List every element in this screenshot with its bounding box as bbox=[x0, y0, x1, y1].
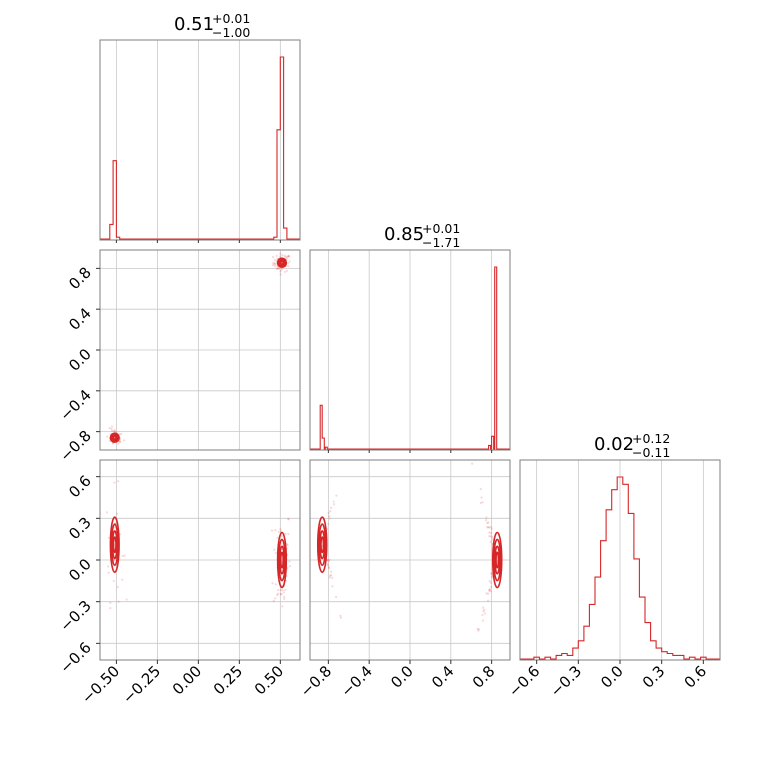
xtick-label-2-1: −0.8 bbox=[297, 662, 335, 700]
contour-mode2-level1 bbox=[109, 516, 120, 574]
param-2-title: 0.85 bbox=[384, 224, 424, 245]
ytick-label-2-1: −0.8 bbox=[56, 427, 94, 465]
histogram-panel-1 bbox=[99, 39, 301, 241]
xtick-label-1-1: −0.50 bbox=[78, 662, 123, 707]
contour-mode1-level1 bbox=[276, 257, 288, 269]
scatter-panel-p2-p3 bbox=[309, 459, 511, 661]
contour-mode1-level4 bbox=[279, 260, 284, 265]
contour-mode1-level3 bbox=[279, 545, 285, 575]
ytick-label-3-3: 0.0 bbox=[65, 555, 95, 585]
contour-mode1-level4 bbox=[495, 551, 500, 569]
ytick-label-2-2: −0.4 bbox=[56, 386, 94, 424]
xtick-label-2-2: −0.4 bbox=[338, 662, 376, 700]
panel-13-points bbox=[100, 480, 292, 610]
ytick-label-3-5: 0.6 bbox=[65, 472, 95, 502]
ytick-label-2-4: 0.4 bbox=[65, 304, 95, 334]
param-1-lower-error: −1.00 bbox=[212, 25, 250, 40]
hist-1-step-line bbox=[100, 56, 300, 240]
xtick-label-3-1: −0.6 bbox=[505, 662, 543, 700]
contour-mode1-level1 bbox=[491, 531, 503, 589]
ytick-label-3-4: 0.3 bbox=[65, 513, 95, 543]
xtick-label-1-2: −0.25 bbox=[119, 662, 164, 707]
contour-mode1-level2 bbox=[493, 538, 502, 582]
contour-mode2-level2 bbox=[110, 523, 119, 567]
xtick-label-3-4: 0.3 bbox=[639, 662, 669, 692]
contour-mode2-level1 bbox=[316, 516, 328, 574]
contour-mode2-level3 bbox=[319, 530, 326, 560]
scatter-panel-p1-p2 bbox=[99, 249, 301, 451]
hist-3-step-line bbox=[520, 476, 720, 660]
ytick-label-2-5: 0.8 bbox=[65, 263, 95, 293]
contour-mode1-level3 bbox=[494, 545, 501, 575]
xtick-label-2-5: 0.8 bbox=[469, 662, 499, 692]
param-3-upper-error: +0.12 bbox=[632, 431, 670, 446]
histogram-panel-3 bbox=[519, 459, 721, 661]
contour-mode1-level4 bbox=[279, 551, 284, 569]
contour-mode2-level4 bbox=[112, 435, 117, 440]
contour-mode1-level2 bbox=[277, 538, 287, 582]
scatter-panel-p1-p3 bbox=[99, 459, 301, 661]
contour-mode1-level2 bbox=[277, 258, 287, 267]
xtick-label-1-5: 0.50 bbox=[251, 662, 287, 698]
contour-mode2-level3 bbox=[111, 434, 118, 441]
contour-mode2-level2 bbox=[110, 433, 119, 442]
xtick-label-3-5: 0.6 bbox=[681, 662, 711, 692]
panel-12-points bbox=[106, 252, 291, 445]
param-3-lower-error: −0.11 bbox=[632, 445, 670, 460]
param-1-title: 0.51 bbox=[174, 14, 214, 35]
xtick-label-1-3: 0.00 bbox=[169, 662, 205, 698]
contour-mode2-level2 bbox=[318, 523, 327, 567]
xtick-label-1-4: 0.25 bbox=[210, 662, 246, 698]
param-2-upper-error: +0.01 bbox=[422, 221, 460, 236]
contour-mode1-level3 bbox=[279, 259, 285, 266]
panel-23-points bbox=[316, 462, 503, 632]
contour-mode2-level1 bbox=[109, 432, 120, 444]
xtick-label-3-3: 0.0 bbox=[597, 662, 627, 692]
param-3-title: 0.02 bbox=[594, 434, 634, 455]
contour-mode2-level4 bbox=[320, 536, 325, 554]
contour-mode1-level1 bbox=[276, 531, 288, 589]
xtick-label-3-2: −0.3 bbox=[547, 662, 585, 700]
ytick-label-3-1: −0.6 bbox=[56, 638, 94, 676]
ytick-label-2-3: 0.0 bbox=[65, 345, 95, 375]
hist-2-step-line bbox=[310, 266, 510, 450]
param-1-upper-error: +0.01 bbox=[212, 11, 250, 26]
xtick-label-2-3: 0.0 bbox=[387, 662, 417, 692]
ytick-label-3-2: −0.3 bbox=[56, 597, 94, 635]
param-2-lower-error: −1.71 bbox=[422, 235, 460, 250]
histogram-panel-2 bbox=[309, 249, 511, 451]
xtick-label-2-4: 0.4 bbox=[428, 662, 458, 692]
hist-1-frame bbox=[99, 39, 301, 241]
contour-mode2-level3 bbox=[111, 530, 118, 560]
contour-mode2-level4 bbox=[112, 536, 117, 554]
